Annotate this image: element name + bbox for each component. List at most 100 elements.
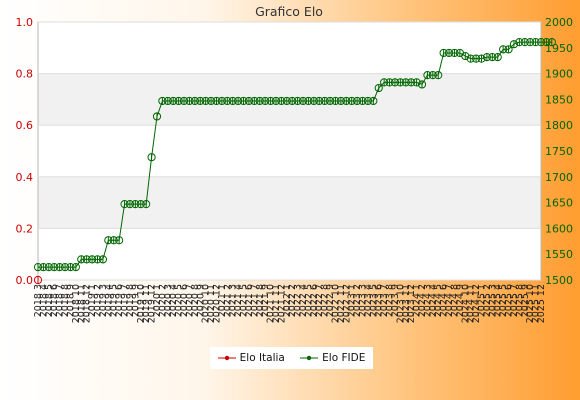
right-tick-label: 1800 [545, 119, 573, 132]
x-tick-label: 2018 3 [33, 284, 44, 317]
x-tick-label: 2025 2 [482, 284, 493, 317]
x-tick-label: 2022 9 [325, 284, 336, 317]
x-tick-label: 2018 6 [49, 284, 60, 317]
x-tick-label: 2023 5 [368, 284, 379, 317]
plot-band [38, 22, 541, 74]
x-tick-label: 2025 1 [477, 284, 488, 317]
x-tick-label: 2021 11 [271, 284, 282, 323]
x-tick-label: 2025 6 [504, 284, 515, 317]
x-tick-label: 2020 9 [195, 284, 206, 317]
x-tick-label: 2018 10 [71, 284, 82, 323]
x-tick-label: 2020 4 [168, 284, 179, 317]
x-tick-label: 2025 10 [525, 284, 536, 323]
x-tick-label: 2021 12 [276, 284, 287, 323]
plot-band [38, 125, 541, 177]
x-tick-label: 2022 6 [309, 284, 320, 317]
x-tick-label: 2021 3 [228, 284, 239, 317]
right-tick-label: 1550 [545, 248, 573, 261]
right-tick-label: 1700 [545, 171, 573, 184]
x-tick-label: 2020 7 [184, 284, 195, 317]
x-tick-label: 2025 5 [498, 284, 509, 317]
x-tick-label: 2025 12 [536, 284, 547, 323]
right-tick-label: 1500 [545, 274, 573, 287]
right-tick-label: 1900 [545, 68, 573, 81]
x-tick-label: 2022 8 [320, 284, 331, 317]
x-tick-label: 2019 11 [141, 284, 152, 323]
x-tick-label: 2024 8 [449, 284, 460, 317]
x-tick-label: 2022 1 [282, 284, 293, 317]
x-tick-label: 2019 8 [125, 284, 136, 317]
right-tick-label: 1650 [545, 197, 573, 210]
legend-item-elo-fide: Elo FIDE [300, 352, 365, 364]
left-tick-label: 0.2 [16, 222, 34, 235]
plot-band [38, 73, 541, 126]
x-tick-label: 2025 8 [514, 284, 525, 317]
x-tick-label: 2018 11 [76, 284, 87, 323]
legend-label-elo-italia: Elo Italia [239, 352, 285, 364]
chart-legend: Elo Italia Elo FIDE [210, 347, 373, 369]
x-tick-label: 2025 9 [520, 284, 531, 317]
x-tick-label: 2019 7 [120, 284, 131, 317]
x-tick-label: 2021 1 [217, 284, 228, 317]
x-tick-label: 2020 1 [152, 284, 163, 317]
series-line-elo-fide [38, 41, 552, 268]
x-tick-label: 2020 8 [190, 284, 201, 317]
x-tick-label: 2023 11 [401, 284, 412, 323]
x-tick-label: 2019 9 [130, 284, 141, 317]
x-tick-label: 2023 9 [390, 284, 401, 317]
x-tick-label: 2020 12 [211, 284, 222, 323]
left-tick-label: 0.4 [16, 171, 34, 184]
x-tick-label: 2023 10 [395, 284, 406, 323]
x-tick-label: 2024 11 [466, 284, 477, 323]
x-tick-label: 2024 1 [412, 284, 423, 317]
x-tick-label: 2024 6 [439, 284, 450, 317]
x-tick-label: 2018 8 [60, 284, 71, 317]
chart-title: Grafico Elo [255, 4, 323, 19]
legend-label-elo-fide: Elo FIDE [322, 352, 366, 364]
right-tick-label: 1850 [545, 93, 573, 106]
x-tick-label: 2020 5 [174, 284, 185, 317]
plot-band [38, 228, 541, 280]
x-tick-label: 2020 6 [179, 284, 190, 317]
x-tick-label: 2023 6 [374, 284, 385, 317]
x-tick-label: 2023 1 [347, 284, 358, 317]
x-tick-label: 2022 10 [330, 284, 341, 323]
x-tick-label: 2024 9 [455, 284, 466, 317]
x-tick-label: 2024 12 [471, 284, 482, 323]
x-tick-label: 2025 3 [487, 284, 498, 317]
x-tick-label: 2023 7 [379, 284, 390, 317]
x-tick-label: 2018 12 [82, 284, 93, 323]
x-tick-label: 2018 7 [55, 284, 66, 317]
x-tick-label: 2018 4 [38, 284, 49, 317]
x-tick-label: 2022 3 [293, 284, 304, 317]
left-tick-label: 0.6 [16, 119, 34, 132]
x-tick-label: 2024 7 [444, 284, 455, 317]
x-tick-label: 2022 2 [287, 284, 298, 317]
x-tick-label: 2019 12 [147, 284, 158, 323]
x-tick-label: 2021 5 [239, 284, 250, 317]
right-tick-label: 1600 [545, 222, 573, 235]
x-tick-label: 2025 7 [509, 284, 520, 317]
left-tick-label: 0.8 [16, 68, 34, 81]
x-tick-label: 2025 11 [531, 284, 542, 323]
left-tick-label: 0.0 [16, 274, 34, 287]
plot-band [38, 176, 541, 229]
x-tick-label: 2024 5 [433, 284, 444, 317]
x-tick-label: 2019 10 [136, 284, 147, 323]
x-tick-label: 2021 9 [260, 284, 271, 317]
x-tick-label: 2018 9 [65, 284, 76, 317]
x-tick-label: 2022 5 [303, 284, 314, 317]
legend-item-elo-italia: Elo Italia [217, 352, 285, 364]
x-tick-label: 2023 3 [358, 284, 369, 317]
x-tick-label: 2020 3 [163, 284, 174, 317]
x-tick-label: 2022 4 [298, 284, 309, 317]
x-tick-label: 2022 7 [314, 284, 325, 317]
x-tick-label: 2019 1 [87, 284, 98, 317]
x-tick-label: 2023 12 [406, 284, 417, 323]
x-tick-label: 2021 6 [244, 284, 255, 317]
x-tick-label: 2024 10 [460, 284, 471, 323]
x-tick-label: 2023 8 [385, 284, 396, 317]
x-tick-label: 2019 6 [114, 284, 125, 317]
